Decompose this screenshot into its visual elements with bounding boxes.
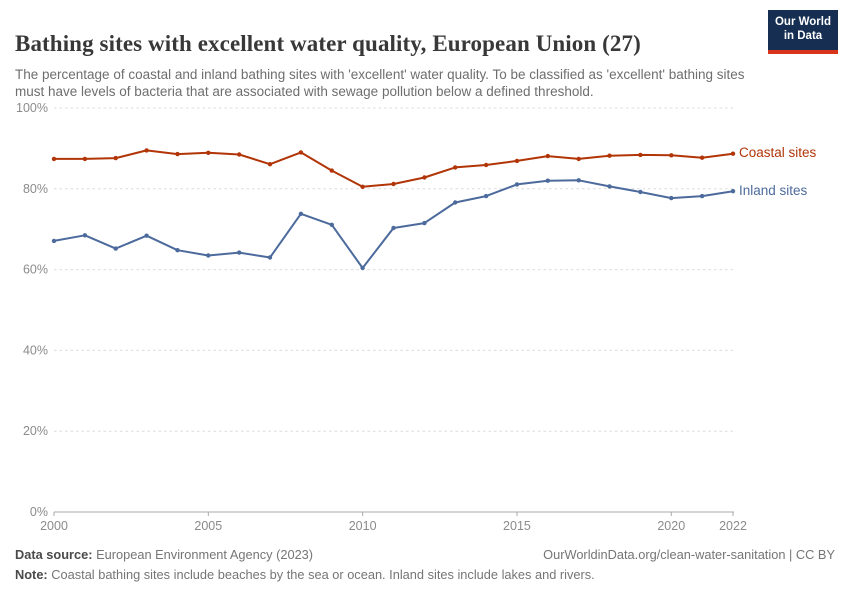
data-point-inland-sites-2010[interactable] xyxy=(360,265,365,271)
y-axis-tick-label: 0% xyxy=(30,505,48,519)
data-point-coastal-sites-2001[interactable] xyxy=(82,156,88,162)
data-point-coastal-sites-2013[interactable] xyxy=(453,165,458,170)
y-axis-tick-label: 40% xyxy=(23,343,48,357)
data-point-coastal-sites-2019[interactable] xyxy=(638,152,643,158)
data-point-coastal-sites-2003[interactable] xyxy=(144,148,149,153)
series-label-inland-sites[interactable]: Inland sites xyxy=(739,182,808,198)
owid-logo-line2: in Data xyxy=(783,30,823,42)
owid-url-link[interactable]: OurWorldinData.org/clean-water-sanitatio… xyxy=(543,547,786,562)
data-point-inland-sites-2015[interactable] xyxy=(514,182,520,187)
x-axis-tick-label: 2010 xyxy=(349,519,377,533)
line-chart-plot-area[interactable]: 0% 20% 40% 60% 80% 100% 2000 2005 2010 2015 2020 20… xyxy=(0,95,850,540)
chart-subtitle: The percentage of coastal and inland bat… xyxy=(15,66,745,99)
footer-separator: | xyxy=(785,547,796,562)
data-point-inland-sites-2020[interactable] xyxy=(669,195,674,201)
data-point-coastal-sites-2010[interactable] xyxy=(360,184,365,189)
data-point-coastal-sites-2002[interactable] xyxy=(113,155,118,161)
data-point-inland-sites-2011[interactable] xyxy=(391,225,396,231)
page-title: Bathing sites with excellent water quali… xyxy=(15,31,641,57)
x-axis-tick-label: 2015 xyxy=(503,519,531,533)
y-axis-tick-label: 20% xyxy=(23,424,48,438)
data-point-coastal-sites-2007[interactable] xyxy=(267,162,273,167)
data-point-coastal-sites-2014[interactable] xyxy=(483,162,489,168)
data-point-coastal-sites-2006[interactable] xyxy=(237,152,242,157)
data-point-inland-sites-2000[interactable] xyxy=(51,238,57,244)
data-point-coastal-sites-2020[interactable] xyxy=(669,153,674,158)
data-point-inland-sites-2022[interactable] xyxy=(730,189,736,194)
data-point-inland-sites-2018[interactable] xyxy=(607,184,612,189)
data-point-inland-sites-2005[interactable] xyxy=(206,253,211,258)
data-point-coastal-sites-2005[interactable] xyxy=(206,150,211,155)
data-point-coastal-sites-2011[interactable] xyxy=(391,181,396,187)
data-point-coastal-sites-2000[interactable] xyxy=(51,156,57,162)
data-point-inland-sites-2014[interactable] xyxy=(483,193,489,199)
x-axis-tick-label: 2020 xyxy=(657,519,685,533)
note-label: Note: xyxy=(15,567,48,582)
data-point-inland-sites-2016[interactable] xyxy=(545,178,550,183)
data-point-inland-sites-2003[interactable] xyxy=(144,233,149,238)
data-point-inland-sites-2008[interactable] xyxy=(298,211,304,216)
series-line-coastal-sites[interactable] xyxy=(53,149,734,188)
y-axis-tick-label: 100% xyxy=(16,101,48,115)
x-axis-tick-label: 2000 xyxy=(40,519,68,533)
data-point-inland-sites-2019[interactable] xyxy=(638,189,643,195)
data-point-inland-sites-2009[interactable] xyxy=(329,222,334,227)
data-source-value: European Environment Agency (2023) xyxy=(92,547,314,562)
y-axis-tick-label: 60% xyxy=(23,263,48,277)
data-source-text: Data source: European Environment Agency… xyxy=(15,547,313,562)
note-text: Note: Coastal bathing sites include beac… xyxy=(15,567,835,582)
data-point-inland-sites-2017[interactable] xyxy=(576,178,581,183)
chart-footer: Data source: European Environment Agency… xyxy=(15,547,835,582)
data-source-label: Data source: xyxy=(15,547,93,562)
owid-logo: Our World in Data xyxy=(768,10,838,54)
line-chart-svg: 0% 20% 40% 60% 80% 100% 2000 2005 2010 2015 2020 20… xyxy=(16,101,747,533)
data-point-coastal-sites-2022[interactable] xyxy=(730,151,736,156)
data-point-inland-sites-2001[interactable] xyxy=(82,233,88,238)
data-point-coastal-sites-2015[interactable] xyxy=(514,158,520,164)
data-point-inland-sites-2021[interactable] xyxy=(699,193,705,199)
x-axis-tick-label: 2022 xyxy=(719,519,747,533)
cc-by-link[interactable]: CC BY xyxy=(795,547,835,562)
owid-logo-line1: Our World xyxy=(774,16,831,29)
y-axis-tick-label: 80% xyxy=(23,182,48,196)
data-point-inland-sites-2004[interactable] xyxy=(175,248,180,253)
data-point-coastal-sites-2004[interactable] xyxy=(175,151,180,157)
data-point-coastal-sites-2012[interactable] xyxy=(422,175,427,180)
note-value: Coastal bathing sites include beaches by… xyxy=(47,567,595,582)
data-point-coastal-sites-2016[interactable] xyxy=(545,153,550,159)
data-point-inland-sites-2007[interactable] xyxy=(267,255,273,260)
data-point-inland-sites-2012[interactable] xyxy=(422,220,427,226)
data-point-coastal-sites-2018[interactable] xyxy=(607,153,612,158)
data-point-coastal-sites-2017[interactable] xyxy=(576,156,581,162)
series-line-inland-sites[interactable] xyxy=(53,179,734,269)
data-point-coastal-sites-2008[interactable] xyxy=(298,150,304,155)
footer-links: OurWorldinData.org/clean-water-sanitatio… xyxy=(543,547,835,562)
data-point-coastal-sites-2021[interactable] xyxy=(699,155,705,160)
data-point-inland-sites-2013[interactable] xyxy=(453,200,458,205)
data-point-coastal-sites-2009[interactable] xyxy=(329,168,334,173)
series-label-coastal-sites[interactable]: Coastal sites xyxy=(739,145,817,161)
data-point-inland-sites-2006[interactable] xyxy=(237,250,242,255)
data-point-inland-sites-2002[interactable] xyxy=(113,246,118,251)
x-axis-tick-label: 2005 xyxy=(194,519,222,533)
